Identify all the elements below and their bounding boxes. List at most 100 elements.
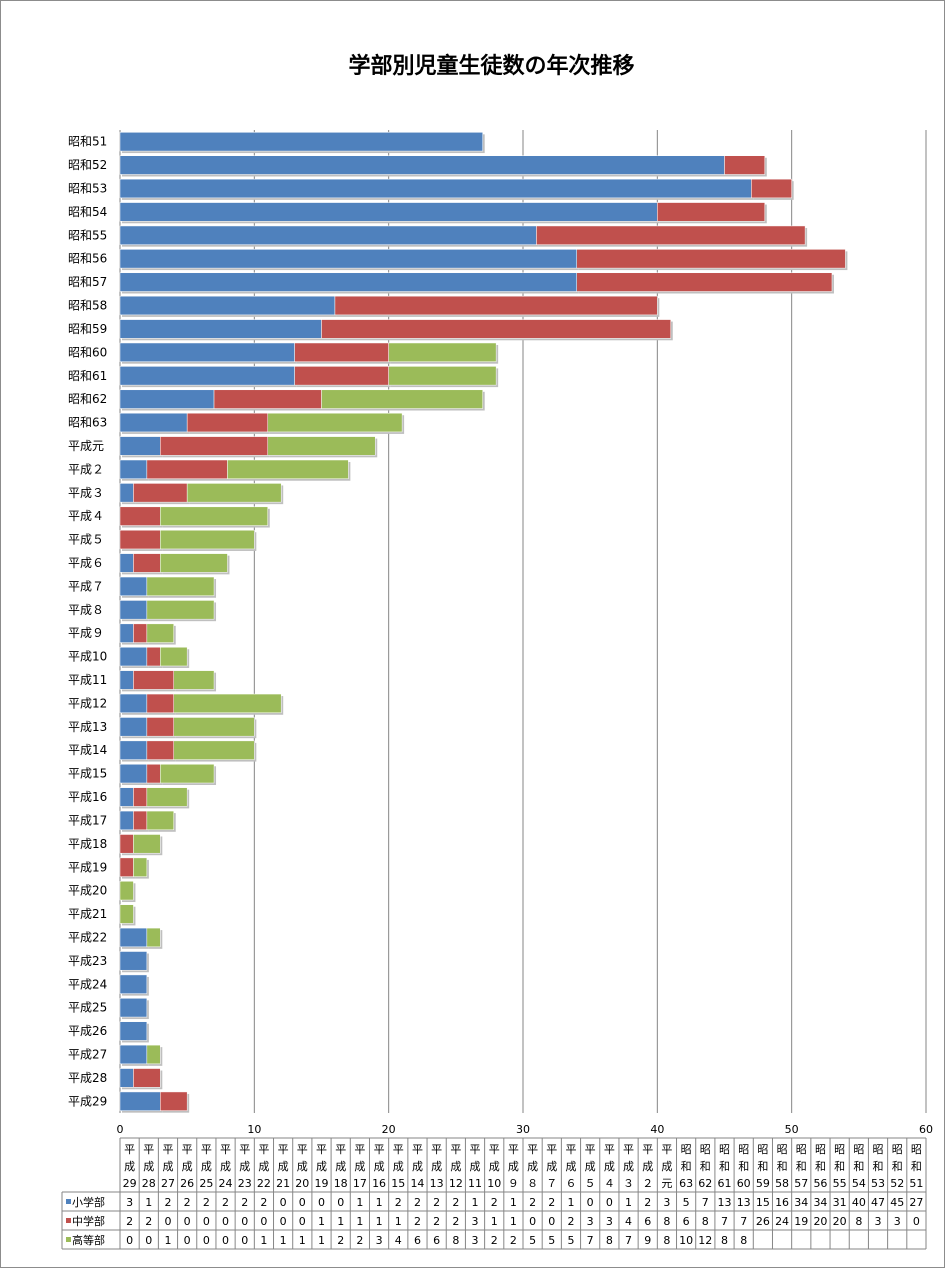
table-header-text: 和 xyxy=(757,1160,768,1173)
table-header-text: 23 xyxy=(238,1177,252,1190)
table-cell: 0 xyxy=(299,1196,306,1209)
table-cell: 2 xyxy=(491,1234,498,1247)
table-header-text: 60 xyxy=(737,1177,751,1190)
table-cell: 16 xyxy=(775,1196,789,1209)
table-header-text: 成 xyxy=(470,1160,481,1173)
table-cell: 1 xyxy=(299,1234,306,1247)
table-header-text: 成 xyxy=(220,1160,231,1173)
table-header-text: 平 xyxy=(162,1143,173,1156)
bar-高等部 xyxy=(133,857,148,877)
table-header-text: 15 xyxy=(391,1177,405,1190)
table-header-text: 56 xyxy=(813,1177,827,1190)
bar-高等部 xyxy=(133,834,161,854)
bar-小学部 xyxy=(119,225,537,245)
bar-中学部 xyxy=(146,717,174,737)
bar-小学部 xyxy=(119,927,148,948)
bar-小学部 xyxy=(119,295,336,316)
table-cell: 8 xyxy=(740,1234,747,1247)
table-header-text: 平 xyxy=(508,1143,519,1156)
bar-中学部 xyxy=(119,834,134,854)
table-header-text: 和 xyxy=(892,1160,903,1173)
table-cell: 3 xyxy=(472,1234,479,1247)
category-label: 平成28 xyxy=(68,1071,107,1085)
category-label: 平成４ xyxy=(68,509,104,523)
table-header-text: ７ xyxy=(546,1177,557,1190)
table-cell: 8 xyxy=(721,1234,728,1247)
bar-中学部 xyxy=(334,295,658,316)
table-header-text: 25 xyxy=(199,1177,213,1190)
table-header-text: 成 xyxy=(335,1160,346,1173)
bar-小学部 xyxy=(119,412,188,433)
category-label: 平成11 xyxy=(68,673,107,687)
bar-中学部 xyxy=(119,529,161,550)
chart-title: 学部別児童生徒数の年次推移 xyxy=(348,54,635,79)
table-cell: 3 xyxy=(663,1196,670,1209)
bar-中学部 xyxy=(133,623,148,643)
table-header-text: 24 xyxy=(219,1177,233,1190)
table-header-text: 平 xyxy=(316,1143,327,1156)
table-header-text: 51 xyxy=(909,1177,923,1190)
table-cell: 0 xyxy=(280,1196,287,1209)
bar-高等部 xyxy=(146,600,215,620)
table-header-text: 成 xyxy=(354,1160,365,1173)
table-cell: 0 xyxy=(222,1215,229,1228)
category-label: 平成２ xyxy=(68,462,104,476)
category-label: 昭和59 xyxy=(68,322,107,336)
table-cell: 2 xyxy=(433,1196,440,1209)
legend-key-小学部 xyxy=(66,1199,71,1204)
category-label: 昭和52 xyxy=(68,158,107,172)
table-header-text: 平 xyxy=(585,1143,596,1156)
table-cell: 7 xyxy=(740,1215,747,1228)
table-cell: 3 xyxy=(875,1215,882,1228)
category-label: 昭和62 xyxy=(68,392,107,406)
bar-高等部 xyxy=(160,646,188,667)
bar-高等部 xyxy=(388,342,497,362)
table-header-text: 57 xyxy=(794,1177,808,1190)
table-cell: 0 xyxy=(222,1234,229,1247)
bar-高等部 xyxy=(146,623,174,643)
bar-高等部 xyxy=(173,717,255,737)
table-cell: 1 xyxy=(318,1215,325,1228)
table-cell: 6 xyxy=(644,1215,651,1228)
table-cell: 1 xyxy=(260,1234,267,1247)
bar-中学部 xyxy=(160,1091,188,1111)
bar-小学部 xyxy=(119,693,148,714)
table-header-text: 成 xyxy=(527,1160,538,1173)
table-header-text: 62 xyxy=(698,1177,712,1190)
table-cell: 13 xyxy=(737,1196,751,1209)
table-header-text: ６ xyxy=(565,1177,576,1190)
table-header-text: 19 xyxy=(315,1177,329,1190)
table-cell: 2 xyxy=(184,1196,191,1209)
table-header-text: 26 xyxy=(180,1177,194,1190)
bar-小学部 xyxy=(119,787,134,807)
bar-小学部 xyxy=(119,974,148,994)
table-header-text: ３ xyxy=(623,1177,634,1190)
bar-中学部 xyxy=(213,389,322,409)
bar-中学部 xyxy=(576,249,846,269)
table-cell: 8 xyxy=(452,1234,459,1247)
x-tick-label: 20 xyxy=(382,1123,396,1136)
table-header-text: 平 xyxy=(450,1143,461,1156)
table-row-label: 高等部 xyxy=(72,1233,105,1247)
table-cell: 0 xyxy=(145,1234,152,1247)
table-header-text: 平 xyxy=(201,1143,212,1156)
bar-小学部 xyxy=(119,178,752,199)
table-header-text: 28 xyxy=(142,1177,156,1190)
bar-中学部 xyxy=(133,1068,161,1088)
table-header-text: 53 xyxy=(871,1177,885,1190)
table-header-text: 21 xyxy=(276,1177,290,1190)
table-cell: 8 xyxy=(606,1234,613,1247)
bar-小学部 xyxy=(119,319,322,339)
bar-小学部 xyxy=(119,1021,148,1041)
table-cell: 0 xyxy=(241,1234,248,1247)
category-label: 昭和53 xyxy=(68,182,107,196)
table-cell: 6 xyxy=(414,1234,421,1247)
table-header-text: 成 xyxy=(412,1160,423,1173)
table-header-text: 成 xyxy=(508,1160,519,1173)
table-cell: 1 xyxy=(472,1196,479,1209)
bar-中学部 xyxy=(724,155,766,175)
table-cell: 47 xyxy=(871,1196,885,1209)
category-label: 平成21 xyxy=(68,907,107,921)
table-cell: 45 xyxy=(890,1196,904,1209)
